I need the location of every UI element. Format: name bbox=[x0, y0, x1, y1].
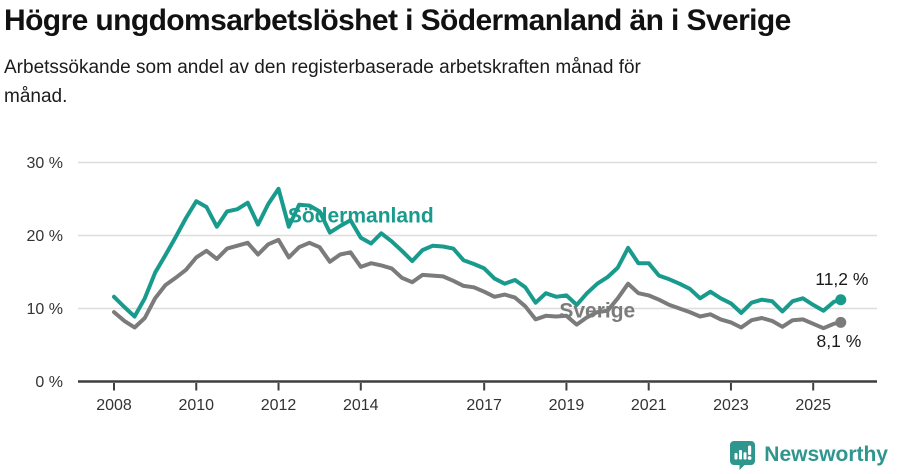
y-tick-label: 0 % bbox=[35, 374, 63, 391]
x-tick-label: 2017 bbox=[466, 397, 502, 414]
y-tick-label: 30 % bbox=[27, 155, 63, 172]
end-value-label-sverige: 8,1 % bbox=[817, 331, 862, 351]
x-tick-label: 2010 bbox=[178, 397, 214, 414]
series-end-dot-södermanland bbox=[835, 294, 847, 306]
chart-subtitle: Arbetssökande som andel av den registerb… bbox=[4, 56, 641, 107]
newsworthy-wordmark: Newsworthy bbox=[764, 443, 888, 466]
series-label-sverige: Sverige bbox=[559, 299, 635, 322]
page-title: Högre ungdomsarbetslöshet i Södermanland… bbox=[4, 4, 791, 37]
series-line-södermanland bbox=[112, 186, 843, 319]
x-tick-label: 2023 bbox=[713, 397, 749, 414]
x-tick-label: 2019 bbox=[549, 397, 585, 414]
x-tick-label: 2014 bbox=[343, 397, 379, 414]
x-tick-label: 2008 bbox=[96, 397, 132, 414]
y-tick-label: 20 % bbox=[27, 228, 63, 245]
series-end-dot-sverige bbox=[835, 316, 847, 328]
newsworthy-bubble-icon bbox=[730, 441, 756, 470]
newsworthy-logo[interactable]: Newsworthy bbox=[729, 440, 888, 470]
line-chart: 30 % 20 % 10 % 0 % 2008 2010 2012 2014 2017 2019 2… bbox=[27, 155, 877, 414]
y-tick-label: 10 % bbox=[27, 301, 63, 318]
series-label-södermanland: Södermanland bbox=[288, 204, 434, 227]
x-tick-label: 2012 bbox=[261, 397, 297, 414]
x-tick-label: 2021 bbox=[631, 397, 667, 414]
end-value-label-södermanland: 11,2 % bbox=[815, 269, 868, 289]
x-tick-label: 2025 bbox=[795, 397, 831, 414]
series-line-sverige bbox=[112, 237, 843, 331]
chart-header: Högre ungdomsarbetslöshet i Södermanland… bbox=[4, 4, 896, 111]
